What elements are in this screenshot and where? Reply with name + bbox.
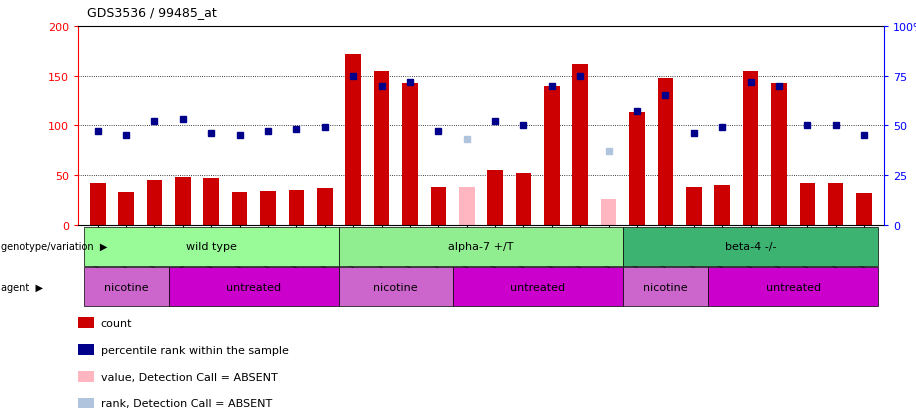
Bar	[232, 192, 247, 225]
Bar	[289, 190, 304, 225]
Text: untreated: untreated	[766, 282, 821, 292]
Bar	[601, 199, 616, 225]
Bar	[629, 113, 645, 225]
Bar	[345, 55, 361, 225]
Bar	[374, 71, 389, 225]
Text: genotype/variation  ▶: genotype/variation ▶	[1, 242, 107, 252]
Bar	[743, 71, 758, 225]
Text: untreated: untreated	[226, 282, 281, 292]
Bar	[431, 188, 446, 225]
Text: agent  ▶: agent ▶	[1, 282, 43, 292]
Bar	[175, 178, 191, 225]
Text: GDS3536 / 99485_at: GDS3536 / 99485_at	[87, 6, 217, 19]
Bar	[459, 188, 474, 225]
Text: count: count	[101, 318, 132, 328]
Text: value, Detection Call = ABSENT: value, Detection Call = ABSENT	[101, 372, 278, 382]
Bar	[317, 188, 333, 225]
Bar	[487, 171, 503, 225]
Text: wild type: wild type	[186, 242, 236, 252]
Text: nicotine: nicotine	[643, 282, 688, 292]
Bar	[771, 83, 787, 225]
Bar	[544, 86, 560, 225]
Bar	[90, 183, 105, 225]
Bar	[686, 188, 702, 225]
Text: beta-4 -/-: beta-4 -/-	[725, 242, 776, 252]
Bar	[516, 173, 531, 225]
Bar	[800, 183, 815, 225]
Bar	[856, 193, 872, 225]
Bar	[658, 78, 673, 225]
Bar	[828, 183, 844, 225]
Text: percentile rank within the sample: percentile rank within the sample	[101, 345, 289, 355]
Text: rank, Detection Call = ABSENT: rank, Detection Call = ABSENT	[101, 399, 272, 408]
Bar	[118, 192, 134, 225]
Bar	[572, 64, 588, 225]
Bar	[260, 191, 276, 225]
Text: untreated: untreated	[510, 282, 565, 292]
Text: nicotine: nicotine	[374, 282, 418, 292]
Text: alpha-7 +/T: alpha-7 +/T	[448, 242, 514, 252]
Bar	[147, 180, 162, 225]
Bar	[203, 178, 219, 225]
Text: nicotine: nicotine	[104, 282, 148, 292]
Bar	[714, 185, 730, 225]
Bar	[402, 83, 418, 225]
